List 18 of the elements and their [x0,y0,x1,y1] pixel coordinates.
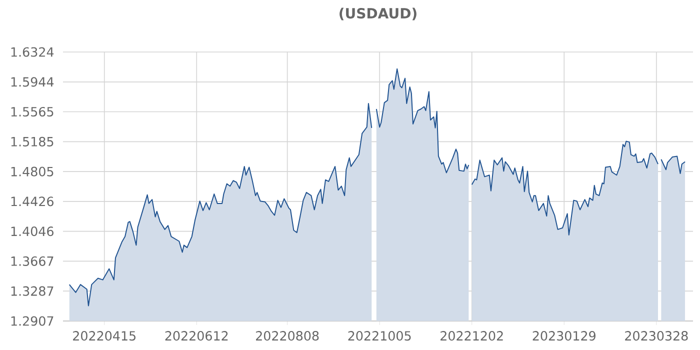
chart-title: (USDAUD) [340,8,416,20]
y-tick-label: 1.5944 [11,77,54,87]
y-tick-label: 1.2907 [11,316,54,326]
x-tick-label: 20230129 [532,331,596,341]
x-tick-label: 20220415 [73,331,136,341]
x-tick-label: 20230328 [625,331,688,341]
y-tick-label: 1.4426 [11,196,54,206]
y-tick-label: 1.6324 [11,47,54,57]
y-tick-label: 1.4046 [11,226,54,236]
y-tick-label: 1.5185 [11,136,54,146]
x-tick-label: 20220612 [165,331,228,341]
x-tick-label: 20220808 [256,331,319,341]
y-tick-label: 1.4805 [11,166,54,176]
x-tick-label: 20221005 [348,331,411,341]
y-tick-label: 1.5565 [11,106,54,117]
y-tick-label: 1.3287 [11,286,54,296]
y-tick-label: 1.3667 [11,256,54,266]
x-tick-label: 20221202 [440,331,503,341]
